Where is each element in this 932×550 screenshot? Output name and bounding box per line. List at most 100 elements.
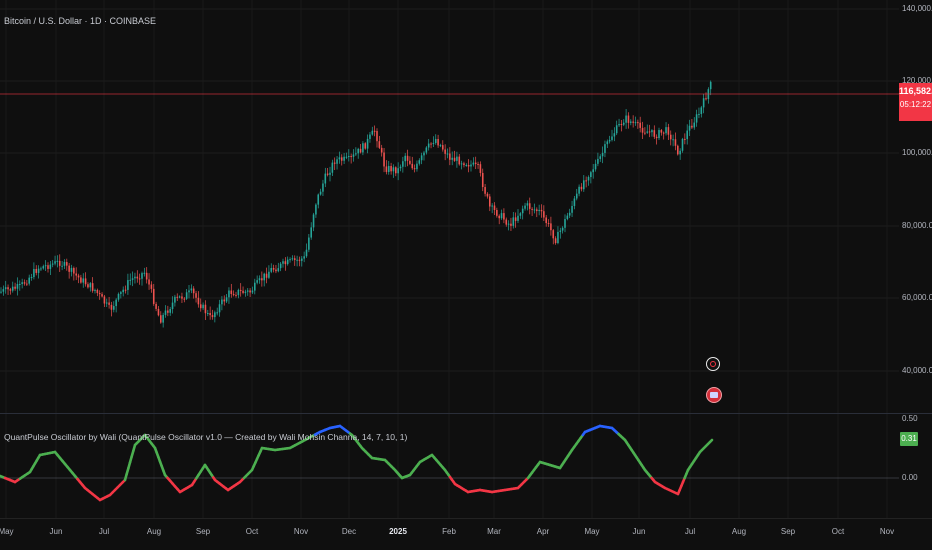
candle-body bbox=[298, 259, 301, 261]
candle-body bbox=[225, 297, 228, 302]
candle-body bbox=[543, 211, 545, 218]
candle-body bbox=[404, 155, 406, 162]
candle-body bbox=[651, 130, 653, 133]
candle-body bbox=[434, 139, 437, 143]
candle-body bbox=[646, 131, 649, 133]
candle-body bbox=[331, 162, 334, 173]
candle-body bbox=[514, 217, 517, 221]
candle-body bbox=[439, 145, 442, 147]
candle-body bbox=[667, 127, 670, 135]
candle-body bbox=[204, 304, 207, 314]
time-axis-label: Oct bbox=[245, 527, 259, 536]
candle-body bbox=[103, 296, 106, 304]
candle-body bbox=[402, 161, 404, 167]
candle-body bbox=[350, 156, 352, 158]
candlestick-series[interactable] bbox=[0, 80, 712, 328]
candle-body bbox=[500, 213, 503, 219]
candle-body bbox=[51, 263, 54, 265]
price-axis-label: 140,000.00 bbox=[902, 4, 932, 13]
candle-body bbox=[387, 165, 390, 172]
time-axis-label: Mar bbox=[487, 527, 501, 536]
time-axis-label: Dec bbox=[341, 527, 357, 536]
candle-body bbox=[63, 262, 66, 266]
last-price-badge: 116,582.77 05:12:22 bbox=[899, 83, 932, 121]
candle-body bbox=[526, 203, 529, 206]
earnings-marker[interactable] bbox=[706, 357, 720, 371]
time-axis-label: Jul bbox=[684, 527, 696, 536]
candle-body bbox=[531, 208, 533, 210]
candle-body bbox=[698, 113, 700, 115]
candle-body bbox=[437, 139, 439, 146]
time-axis-label: Sep bbox=[780, 527, 796, 536]
candle-body bbox=[702, 98, 705, 108]
candle-body bbox=[209, 313, 211, 316]
candle-body bbox=[705, 98, 707, 100]
candle-body bbox=[413, 168, 416, 170]
candle-body bbox=[68, 265, 70, 272]
candle-body bbox=[674, 139, 677, 146]
candle-body bbox=[345, 156, 348, 158]
candle-body bbox=[268, 271, 270, 278]
candle-body bbox=[637, 122, 639, 124]
candle-body bbox=[7, 287, 9, 290]
candle-body bbox=[333, 162, 336, 164]
candle-body bbox=[157, 308, 160, 316]
candle-body bbox=[58, 260, 61, 266]
candle-body bbox=[686, 130, 688, 140]
candle-body bbox=[644, 132, 646, 134]
candle-body bbox=[425, 147, 428, 153]
oscillator-title[interactable]: QuantPulse Oscillator by Wali (QuantPuls… bbox=[4, 432, 408, 442]
candle-body bbox=[357, 148, 359, 154]
candle-body bbox=[597, 158, 599, 164]
candle-body bbox=[385, 166, 388, 172]
candle-body bbox=[73, 268, 75, 274]
candle-body bbox=[451, 157, 453, 160]
candle-body bbox=[185, 292, 188, 299]
candle-body bbox=[411, 163, 414, 169]
candle-body bbox=[152, 288, 155, 304]
candle-body bbox=[392, 167, 395, 172]
candle-body bbox=[44, 265, 47, 267]
candle-body bbox=[547, 223, 550, 225]
candle-body bbox=[155, 303, 157, 309]
news-marker[interactable] bbox=[706, 387, 722, 403]
candle-body bbox=[613, 133, 616, 137]
candle-body bbox=[192, 288, 195, 294]
candle-body bbox=[181, 296, 183, 299]
osc-axis-label: 0.50 bbox=[902, 414, 918, 423]
candle-body bbox=[9, 289, 12, 291]
candle-body bbox=[108, 302, 110, 305]
candle-body bbox=[554, 238, 557, 244]
candle-body bbox=[4, 287, 7, 290]
candle-body bbox=[355, 153, 357, 155]
candle-body bbox=[249, 290, 251, 293]
oscillator-line[interactable] bbox=[0, 424, 714, 502]
candle-body bbox=[573, 198, 576, 206]
pane-separator[interactable] bbox=[0, 413, 932, 414]
candle-body bbox=[310, 227, 312, 238]
candle-body bbox=[528, 203, 531, 209]
time-axis-label: May bbox=[584, 527, 600, 536]
candle-body bbox=[566, 215, 569, 220]
candle-body bbox=[449, 153, 451, 160]
candle-body bbox=[660, 130, 663, 133]
candle-body bbox=[409, 160, 411, 164]
time-axis-label: Sep bbox=[195, 527, 211, 536]
candle-body bbox=[312, 214, 315, 228]
osc-last-value-badge: 0.31 bbox=[900, 432, 918, 446]
candle-body bbox=[98, 293, 101, 295]
candle-body bbox=[632, 121, 634, 123]
candle-body bbox=[232, 294, 235, 296]
candle-body bbox=[507, 223, 510, 225]
candle-body bbox=[695, 114, 698, 123]
candle-body bbox=[0, 291, 2, 293]
candle-body bbox=[477, 164, 479, 166]
candle-body bbox=[700, 107, 703, 114]
candle-body bbox=[124, 289, 127, 291]
candle-body bbox=[305, 249, 308, 257]
symbol-title[interactable]: Bitcoin / U.S. Dollar · 1D · COINBASE bbox=[4, 16, 157, 26]
candle-body bbox=[216, 312, 218, 314]
candle-body bbox=[498, 215, 500, 219]
candle-body bbox=[378, 141, 381, 148]
